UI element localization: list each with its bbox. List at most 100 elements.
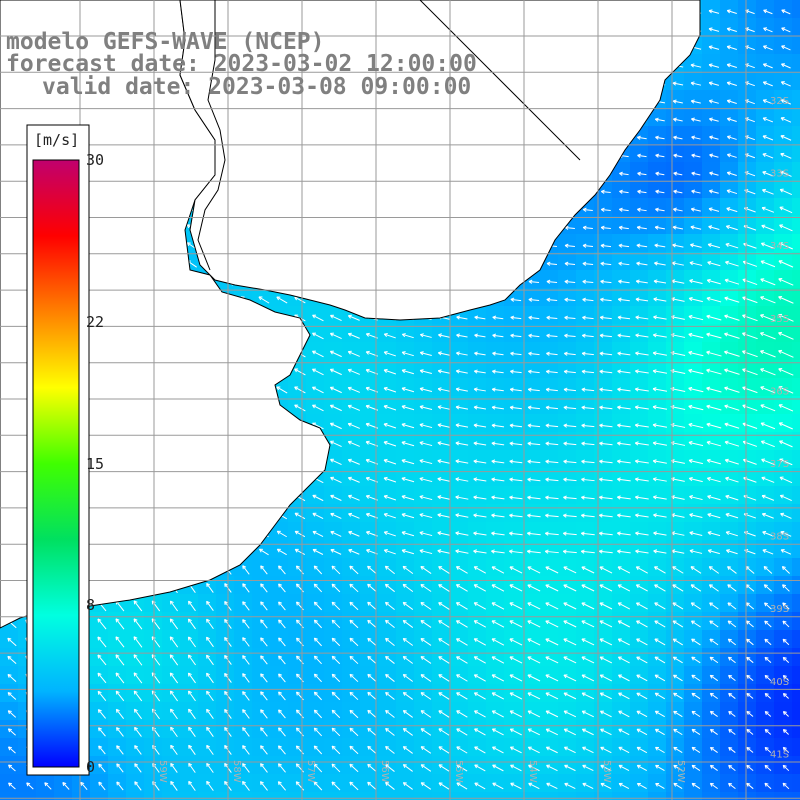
wind-speed-cell (612, 324, 631, 343)
wind-speed-cell (594, 396, 613, 415)
wind-speed-cell (702, 342, 721, 361)
wind-speed-cell (558, 252, 577, 271)
wind-speed-cell (108, 792, 127, 800)
wind-speed-cell (666, 522, 685, 541)
wind-speed-cell (702, 180, 721, 199)
wind-speed-cell (468, 540, 487, 559)
wind-speed-cell (540, 792, 559, 800)
wind-speed-cell (774, 702, 793, 721)
wind-speed-cell (486, 324, 505, 343)
wind-speed-cell (630, 144, 649, 163)
wind-speed-cell (774, 234, 793, 253)
wind-speed-cell (486, 450, 505, 469)
wind-arrow (763, 9, 773, 15)
wind-speed-cell (720, 0, 739, 19)
wind-speed-cell (792, 450, 800, 469)
wind-speed-cell (756, 0, 775, 19)
wind-speed-cell (558, 270, 577, 289)
wind-speed-cell (702, 126, 721, 145)
wind-speed-cell (522, 468, 541, 487)
wind-speed-cell (648, 216, 667, 235)
wind-speed-cell (774, 342, 793, 361)
wind-speed-cell (576, 792, 595, 800)
wind-speed-cell (684, 360, 703, 379)
wind-speed-cell (684, 270, 703, 289)
wind-speed-cell (774, 306, 793, 325)
wind-speed-cell (522, 504, 541, 523)
wind-speed-cell (648, 522, 667, 541)
wind-speed-cell (144, 702, 163, 721)
wind-speed-cell (756, 90, 775, 109)
wind-speed-cell (396, 558, 415, 577)
wind-speed-cell (666, 306, 685, 325)
wind-speed-cell (594, 540, 613, 559)
wind-speed-cell (504, 396, 523, 415)
wind-speed-cell (648, 432, 667, 451)
wind-speed-cell (468, 432, 487, 451)
wind-speed-cell (756, 342, 775, 361)
wind-speed-cell (702, 198, 721, 217)
wind-speed-cell (666, 90, 685, 109)
wind-speed-cell (558, 468, 577, 487)
wind-speed-cell (522, 324, 541, 343)
wind-speed-cell (720, 378, 739, 397)
wind-speed-cell (666, 216, 685, 235)
wind-speed-cell (630, 270, 649, 289)
wind-speed-cell (648, 270, 667, 289)
wind-speed-cell (666, 432, 685, 451)
wind-speed-cell (792, 792, 800, 800)
wind-speed-cell (486, 396, 505, 415)
wind-speed-cell (702, 396, 721, 415)
wind-speed-cell (792, 234, 800, 253)
wind-speed-cell (432, 468, 451, 487)
wind-speed-cell (612, 504, 631, 523)
wind-speed-cell (792, 720, 800, 739)
wind-speed-cell (792, 72, 800, 91)
wind-speed-cell (558, 432, 577, 451)
wind-speed-cell (450, 342, 469, 361)
wind-speed-cell (504, 432, 523, 451)
wind-speed-cell (450, 504, 469, 523)
wind-speed-cell (594, 360, 613, 379)
wind-speed-cell (504, 468, 523, 487)
wind-speed-cell (648, 324, 667, 343)
wind-speed-cell (54, 792, 73, 800)
wind-speed-cell (648, 450, 667, 469)
wind-speed-cell (648, 252, 667, 271)
wind-speed-cell (720, 288, 739, 307)
wind-speed-cell (180, 666, 199, 685)
wind-speed-cell (558, 486, 577, 505)
wind-speed-cell (648, 486, 667, 505)
wind-speed-cell (576, 252, 595, 271)
wind-arrow (781, 9, 791, 15)
wind-speed-cell (450, 540, 469, 559)
wind-speed-cell (774, 378, 793, 397)
wind-speed-cell (486, 360, 505, 379)
wind-speed-cell (630, 792, 649, 800)
wind-speed-cell (630, 540, 649, 559)
wind-speed-cell (738, 342, 757, 361)
wind-speed-cell (396, 594, 415, 613)
wind-speed-cell (414, 522, 433, 541)
wind-speed-cell (540, 306, 559, 325)
wind-speed-cell (486, 378, 505, 397)
wind-speed-cell (720, 198, 739, 217)
wind-speed-cell (414, 576, 433, 595)
wind-speed-cell (558, 792, 577, 800)
wind-speed-cell (738, 360, 757, 379)
wind-speed-cell (702, 144, 721, 163)
wind-speed-cell (738, 162, 757, 181)
wind-speed-cell (738, 414, 757, 433)
wind-speed-cell (504, 522, 523, 541)
wind-speed-cell (648, 126, 667, 145)
wind-speed-cell (540, 396, 559, 415)
wind-speed-cell (450, 792, 469, 800)
longitude-label: 52W (675, 760, 686, 783)
wind-speed-cell (792, 648, 800, 667)
wind-speed-cell (774, 720, 793, 739)
wind-speed-cell (792, 288, 800, 307)
wind-arrow (763, 27, 773, 33)
wind-arrow (726, 45, 737, 50)
wind-speed-cell (702, 36, 721, 55)
wind-speed-cell (594, 792, 613, 800)
